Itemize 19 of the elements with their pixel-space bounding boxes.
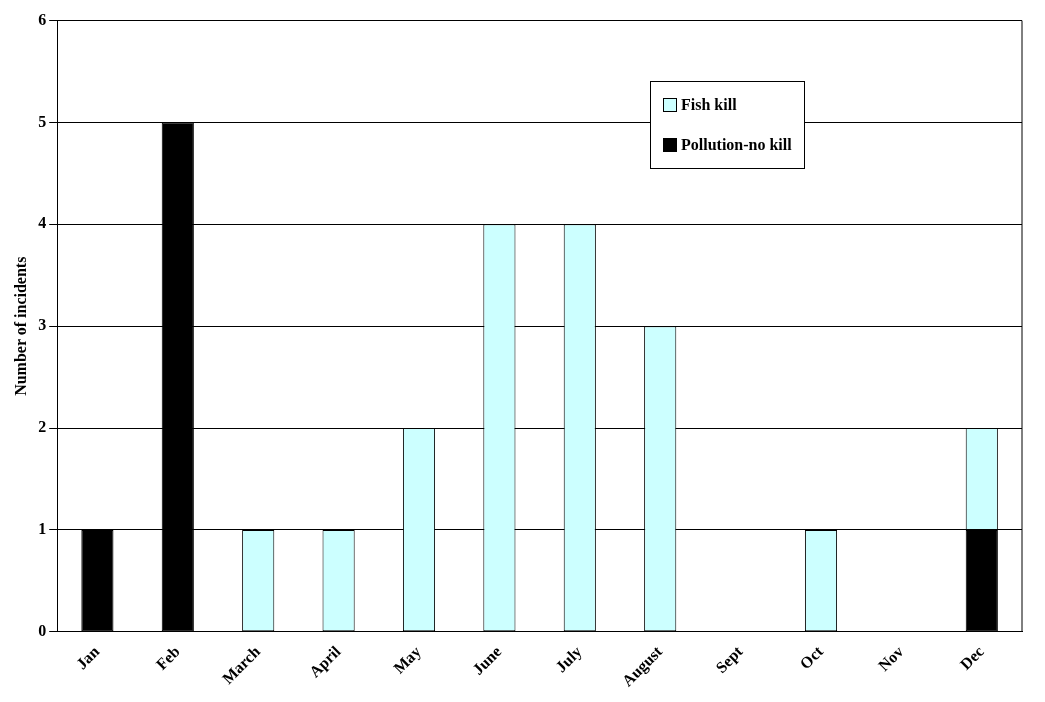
x-tick-label: Jan xyxy=(72,642,103,673)
x-tick-label: July xyxy=(552,642,586,677)
legend-label: Fish kill xyxy=(681,95,737,114)
y-tick-label: 4 xyxy=(38,214,47,232)
x-tick-label: Nov xyxy=(874,642,907,675)
y-axis-title: Number of incidents xyxy=(11,256,29,396)
y-tick-label: 5 xyxy=(38,112,47,130)
x-tick-label: Dec xyxy=(956,642,987,673)
legend-label: Pollution-no kill xyxy=(681,135,792,154)
y-tick-label: 0 xyxy=(38,621,47,639)
y-tick-label: 3 xyxy=(38,316,47,334)
x-tick-label: June xyxy=(469,642,505,678)
y-tick-label: 2 xyxy=(38,418,47,436)
x-tick-label: Oct xyxy=(796,642,827,673)
y-tick-label: 1 xyxy=(38,520,47,538)
x-tick-label: Feb xyxy=(152,642,183,673)
y-tick-label: 6 xyxy=(38,10,47,28)
x-tick-label: Sept xyxy=(712,642,747,677)
x-tick-label: May xyxy=(390,642,425,678)
